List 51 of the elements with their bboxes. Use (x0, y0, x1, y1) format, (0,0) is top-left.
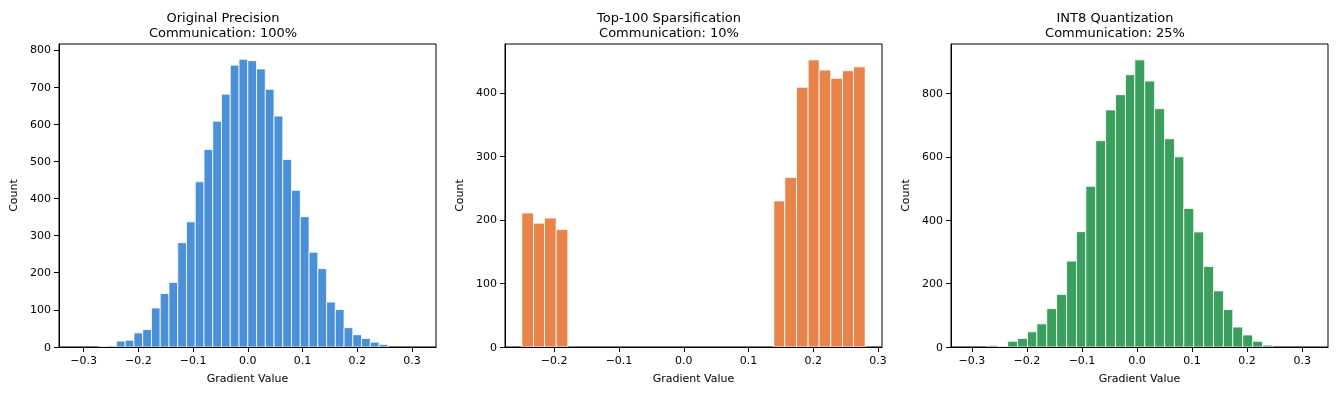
x-tick-label: −0.1 (605, 354, 633, 367)
y-tick-label: 400 (476, 86, 497, 100)
x-tick-label: −0.1 (1068, 354, 1096, 367)
y-tick-label: 200 (922, 277, 943, 291)
x-tick-label: 0.3 (869, 354, 887, 367)
y-tick-label: 400 (30, 191, 51, 205)
y-tick-label: 300 (476, 149, 497, 163)
x-tick-label: −0.1 (179, 354, 207, 367)
x-axis-title: Gradient Value (206, 372, 289, 385)
y-tick-label: 0 (490, 340, 497, 354)
x-tick-label: −0.3 (70, 354, 97, 367)
x-tick-label: 0.0 (675, 354, 693, 367)
chart-subtitle: Communication: 10% (599, 25, 739, 40)
x-tick-label: −0.2 (124, 354, 152, 367)
y-tick-label: 500 (30, 154, 51, 168)
y-tick-label: 0 (936, 340, 943, 354)
x-tick-label: −0.3 (958, 354, 986, 367)
y-tick-label: 300 (30, 229, 51, 243)
y-tick-label: 100 (476, 276, 497, 290)
y-tick-label: 600 (922, 150, 943, 164)
y-tick-label: 600 (30, 117, 51, 131)
chart-title: Original Precision (166, 10, 280, 25)
chart-title: INT8 Quantization (1056, 10, 1174, 25)
x-tick-label: 0.2 (1238, 354, 1256, 367)
y-tick-label: 100 (30, 303, 51, 317)
x-tick-label: 0.2 (804, 354, 823, 367)
x-tick-label: −0.2 (1013, 354, 1041, 367)
x-axis-title: Gradient Value (652, 372, 735, 385)
x-tick-label: 0.2 (348, 354, 366, 367)
y-axis-title: Count (453, 178, 466, 212)
x-tick-label: 0.1 (1183, 354, 1201, 367)
x-tick-label: 0.3 (403, 354, 421, 367)
chart-title: Top-100 Sparsification (596, 10, 741, 25)
chart-subtitle: Communication: 25% (1045, 25, 1185, 40)
y-tick-label: 400 (922, 213, 943, 227)
x-tick-label: 0.0 (239, 354, 257, 367)
y-tick-label: 800 (922, 86, 943, 100)
y-tick-label: 200 (30, 266, 51, 280)
chart-subtitle: Communication: 100% (148, 25, 298, 40)
x-tick-label: 0.1 (293, 354, 312, 367)
y-axis-title: Count (899, 178, 912, 212)
x-tick-label: 0.0 (1128, 354, 1146, 367)
y-axis-title: Count (7, 178, 20, 212)
y-tick-label: 0 (44, 340, 51, 354)
x-tick-label: 0.1 (739, 354, 758, 367)
x-tick-label: −0.2 (540, 354, 568, 367)
y-tick-label: 700 (30, 80, 51, 94)
y-tick-label: 200 (476, 213, 497, 227)
y-tick-label: 800 (30, 43, 51, 57)
x-axis-title: Gradient Value (1098, 372, 1181, 385)
x-tick-label: 0.3 (1293, 354, 1311, 367)
